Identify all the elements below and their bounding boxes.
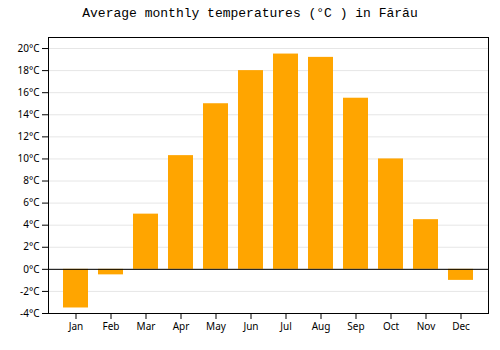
svg-text:-2°C: -2°C bbox=[20, 284, 40, 298]
svg-text:Nov: Nov bbox=[417, 319, 436, 333]
svg-text:0°C: 0°C bbox=[23, 262, 40, 276]
svg-text:8°C: 8°C bbox=[23, 173, 40, 187]
svg-text:-4°C: -4°C bbox=[20, 306, 40, 320]
svg-text:Aug: Aug bbox=[312, 319, 331, 333]
svg-text:4°C: 4°C bbox=[23, 217, 40, 231]
svg-text:18°C: 18°C bbox=[17, 63, 40, 77]
svg-text:12°C: 12°C bbox=[17, 129, 40, 143]
svg-text:16°C: 16°C bbox=[17, 85, 40, 99]
svg-text:6°C: 6°C bbox=[23, 195, 40, 209]
svg-text:Dec: Dec bbox=[452, 319, 470, 333]
svg-text:Apr: Apr bbox=[173, 319, 190, 333]
svg-text:14°C: 14°C bbox=[17, 107, 40, 121]
svg-text:10°C: 10°C bbox=[17, 151, 40, 165]
svg-text:May: May bbox=[206, 319, 227, 333]
svg-text:20°C: 20°C bbox=[17, 41, 40, 55]
svg-text:Feb: Feb bbox=[103, 319, 120, 333]
html-text:Average monthly temperatures (: Average monthly temperatures (°C ) in Fă… bbox=[82, 6, 418, 21]
svg-text:Oct: Oct bbox=[383, 319, 400, 333]
svg-text:Jan: Jan bbox=[68, 319, 84, 333]
svg-text:Mar: Mar bbox=[137, 319, 156, 333]
svg-text:Jul: Jul bbox=[279, 319, 292, 333]
svg-text:2°C: 2°C bbox=[23, 239, 40, 253]
svg-text:Jun: Jun bbox=[242, 319, 258, 333]
svg-text:Sep: Sep bbox=[347, 319, 364, 333]
